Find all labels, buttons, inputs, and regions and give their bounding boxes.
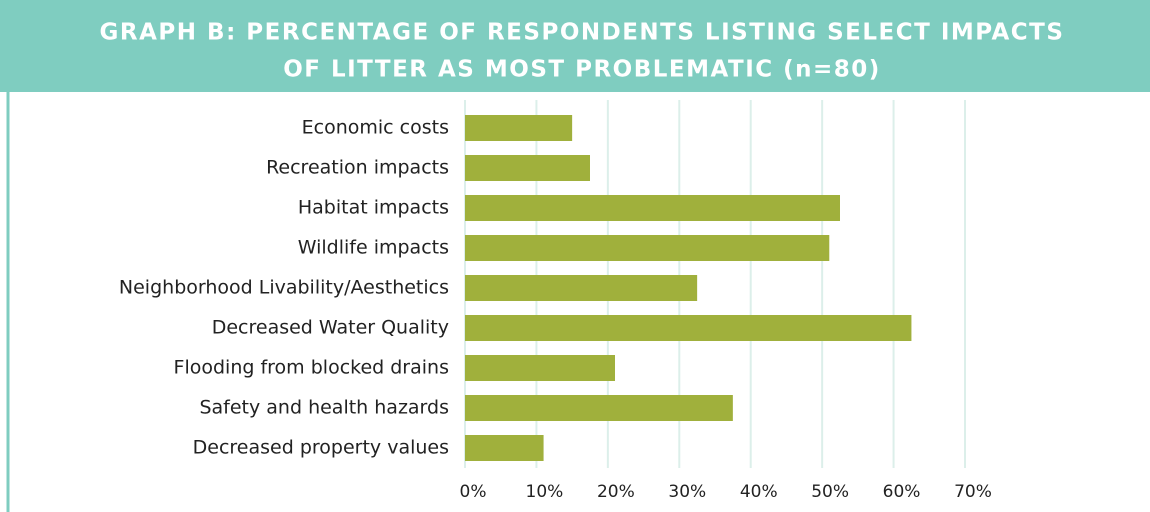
bar [465,155,590,181]
bar [465,395,733,421]
y-tick-label: Neighborhood Livability/Aesthetics [119,277,449,299]
y-tick-label: Habitat impacts [298,197,449,219]
y-tick-label: Economic costs [302,117,449,139]
y-tick-label: Flooding from blocked drains [174,357,449,379]
bar [465,235,830,261]
chart-title: OF LITTER AS MOST PROBLEMATIC (n=80) [283,57,881,83]
bar [465,115,573,141]
bar [465,315,912,341]
bar [465,355,615,381]
y-tick-label: Decreased property values [193,437,449,459]
x-tick-label: 0% [460,482,487,502]
chart-title: GRAPH B: PERCENTAGE OF RESPONDENTS LISTI… [100,20,1065,46]
bar [465,275,698,301]
y-tick-label: Recreation impacts [266,157,449,179]
header-band [0,0,1150,92]
x-tick-label: 20% [597,482,635,502]
x-tick-label: 30% [668,482,706,502]
x-tick-label: 10% [526,482,564,502]
y-tick-label: Safety and health hazards [199,397,449,419]
x-tick-label: 70% [954,482,992,502]
y-tick-label: Wildlife impacts [298,237,449,259]
bar [465,435,544,461]
x-tick-label: 60% [883,482,921,502]
bar [465,195,840,221]
y-tick-label: Decreased Water Quality [212,317,449,339]
x-tick-label: 50% [811,482,849,502]
x-tick-label: 40% [740,482,778,502]
